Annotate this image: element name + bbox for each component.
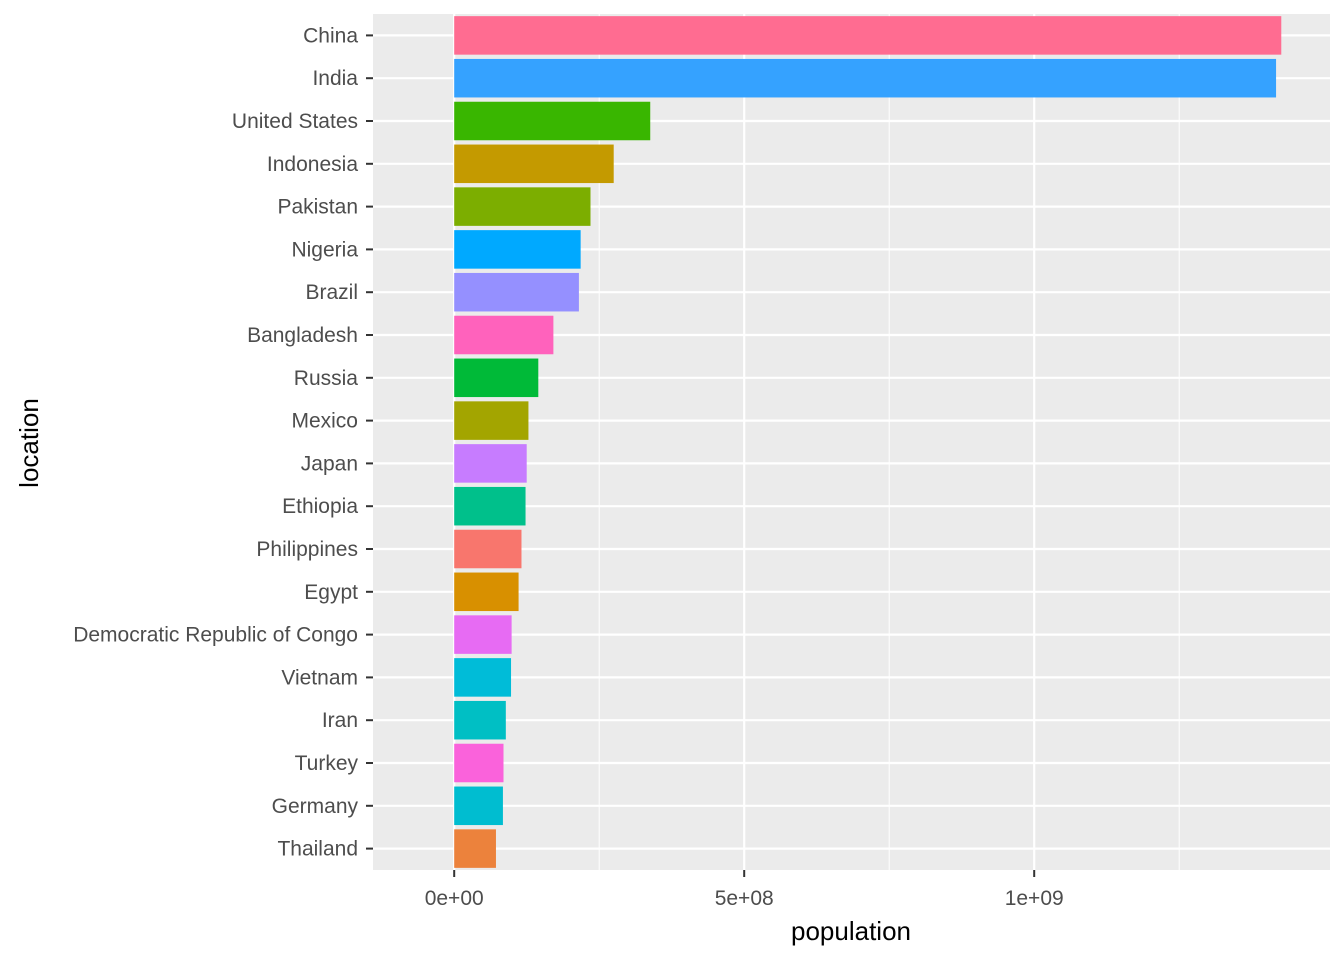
bar-russia — [454, 358, 539, 398]
y-tick-label: Turkey — [295, 752, 359, 775]
y-tick-label: Brazil — [305, 281, 358, 304]
y-tick-label: Pakistan — [277, 196, 358, 219]
bar-iran — [454, 700, 506, 740]
y-tick-label: India — [312, 67, 358, 90]
plot-panel — [373, 14, 1330, 870]
y-tick-label: Germany — [272, 795, 359, 818]
y-tick-label: Iran — [322, 709, 358, 732]
y-tick-label: Ethiopia — [282, 495, 358, 518]
bar-china — [454, 16, 1282, 55]
bars — [454, 16, 1282, 868]
bar-turkey — [454, 743, 504, 783]
x-tick-label: 0e+00 — [425, 887, 484, 910]
x-axis: 0e+00 5e+08 1e+09 — [425, 870, 1064, 910]
y-tick-label: Russia — [294, 367, 359, 390]
bar-brazil — [454, 272, 579, 312]
x-tick-label: 1e+09 — [1005, 887, 1064, 910]
bar-indonesia — [454, 144, 614, 184]
bar-thailand — [454, 829, 496, 868]
y-tick-label: Japan — [301, 452, 358, 475]
bar-mexico — [454, 401, 529, 440]
y-tick-label: Philippines — [256, 538, 358, 561]
bar-bangladesh — [454, 315, 554, 355]
bar-india — [454, 58, 1277, 98]
bar-united-states — [454, 101, 651, 141]
bar-philippines — [454, 529, 522, 569]
y-tick-label: China — [303, 24, 358, 47]
bar-democratic-republic-of-congo — [454, 615, 512, 654]
y-tick-label: Democratic Republic of Congo — [73, 624, 358, 647]
bar-ethiopia — [454, 486, 526, 526]
y-tick-label: Indonesia — [267, 153, 358, 176]
y-tick-label: Vietnam — [281, 666, 358, 689]
y-tick-label: Mexico — [291, 410, 358, 433]
bar-vietnam — [454, 658, 512, 697]
x-tick-label: 5e+08 — [715, 887, 774, 910]
y-tick-label: Egypt — [304, 581, 358, 604]
y-tick-label: Nigeria — [291, 238, 358, 261]
y-tick-label: Bangladesh — [247, 324, 358, 347]
y-tick-label: Thailand — [277, 838, 358, 861]
y-tick-label: United States — [232, 110, 358, 133]
bar-egypt — [454, 572, 519, 612]
bar-japan — [454, 444, 527, 483]
x-axis-title: population — [791, 916, 911, 946]
y-axis-title: location — [14, 398, 44, 488]
y-axis: China India United States Indonesia Pakistan… — [73, 24, 373, 861]
bar-nigeria — [454, 230, 581, 269]
bar-pakistan — [454, 187, 591, 226]
bar-germany — [454, 786, 503, 826]
